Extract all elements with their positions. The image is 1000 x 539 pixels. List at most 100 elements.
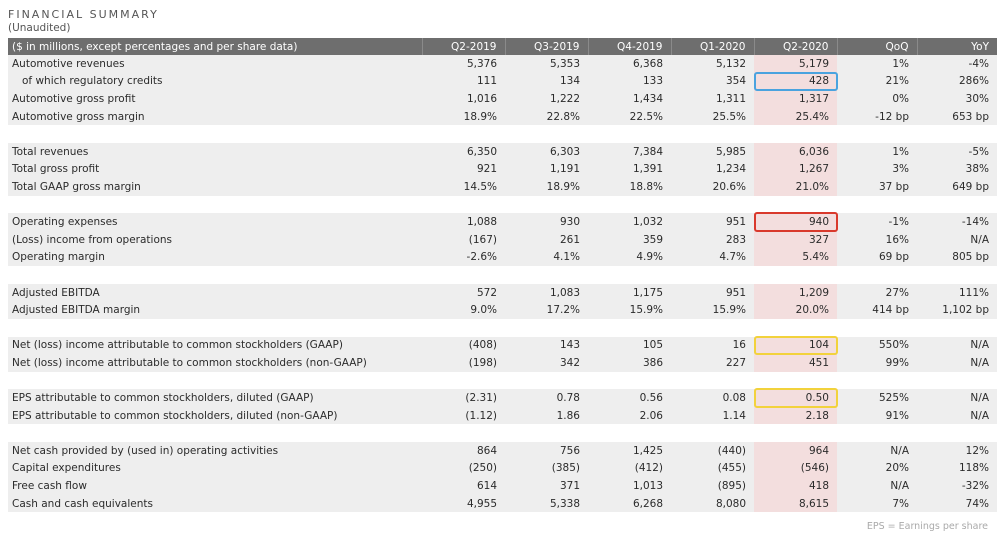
row-value: 1,088 <box>422 213 505 231</box>
row-value: 15.9% <box>671 301 754 319</box>
row-value: 3% <box>837 160 917 179</box>
row-value: 25.5% <box>671 107 754 126</box>
row-value: 283 <box>671 230 754 249</box>
row-value: 414 bp <box>837 301 917 319</box>
row-value: 5,376 <box>422 55 505 73</box>
row-value: 6,303 <box>505 142 588 161</box>
table-row: Adjusted EBITDA margin 9.0% 17.2% 15.9% 15.9… <box>8 301 997 319</box>
row-value: -32% <box>917 477 997 495</box>
row-label: EPS attributable to common stockholders,… <box>8 389 422 407</box>
row-value: (412) <box>588 459 671 478</box>
table-row: Net (loss) income attributable to common… <box>8 354 997 372</box>
table-row: Net cash provided by (used in) operating… <box>8 442 997 460</box>
row-value: 0.78 <box>505 389 588 407</box>
spacer-cell <box>8 371 997 390</box>
header-q2-2019: Q2-2019 <box>421 38 505 55</box>
row-value: 354 <box>671 72 754 91</box>
row-value: 143 <box>505 336 588 355</box>
row-value: 104 <box>754 335 838 355</box>
row-value: 951 <box>671 213 754 231</box>
row-value: 921 <box>422 160 505 179</box>
row-value: 418 <box>754 477 837 495</box>
row-value: 0.56 <box>588 389 671 407</box>
table-row: Cash and cash equivalents 4,955 5,338 6,268… <box>8 494 997 513</box>
row-value: 20% <box>837 459 917 478</box>
spacer-cell <box>8 195 997 214</box>
row-label: Total gross profit <box>8 160 422 179</box>
row-value: 1,425 <box>588 442 671 460</box>
header-q4-2019: Q4-2019 <box>587 38 671 55</box>
row-value: N/A <box>917 406 997 425</box>
table-row: Operating expenses 1,088 930 1,032 951 940 -1%… <box>8 212 997 232</box>
row-value: 12% <box>917 442 997 460</box>
row-value: 111 <box>422 72 505 91</box>
row-label: Free cash flow <box>8 477 422 495</box>
row-value: 21.0% <box>754 178 837 196</box>
row-value: (408) <box>422 336 505 355</box>
row-value: 805 bp <box>917 248 997 267</box>
row-value: (440) <box>671 442 754 460</box>
row-value: (250) <box>422 459 505 478</box>
row-value: 4.7% <box>671 248 754 267</box>
row-value: -1% <box>837 213 917 231</box>
row-value: (455) <box>671 459 754 478</box>
row-value: 0.08 <box>671 389 754 407</box>
row-value: 2.18 <box>754 406 837 425</box>
row-label: Capital expenditures <box>8 459 422 478</box>
spacer-cell <box>8 266 997 284</box>
row-value: 1,434 <box>588 90 671 108</box>
row-value: 1,191 <box>505 160 588 179</box>
row-value: 30% <box>917 90 997 108</box>
row-value: N/A <box>917 389 997 407</box>
row-value: 286% <box>917 72 997 91</box>
row-value: 7,384 <box>588 142 671 161</box>
row-value: 14.5% <box>422 178 505 196</box>
row-value: (198) <box>422 354 505 372</box>
row-value: 69 bp <box>837 248 917 267</box>
row-label: Adjusted EBITDA <box>8 283 422 302</box>
row-value: 111% <box>917 283 997 302</box>
header-yoy: YoY <box>916 38 997 55</box>
spacer-cell <box>8 125 997 143</box>
row-value: N/A <box>837 442 917 460</box>
row-value: 1,013 <box>588 477 671 495</box>
row-value: 371 <box>505 477 588 495</box>
row-label: Net (loss) income attributable to common… <box>8 354 422 372</box>
row-value: 37 bp <box>837 178 917 196</box>
row-label: Operating expenses <box>8 213 422 231</box>
row-value: (385) <box>505 459 588 478</box>
row-value: 327 <box>754 230 837 249</box>
row-value: 756 <box>505 442 588 460</box>
row-value: -5% <box>917 142 997 161</box>
header-q3-2019: Q3-2019 <box>504 38 588 55</box>
row-value: 451 <box>754 354 837 372</box>
row-label: EPS attributable to common stockholders,… <box>8 406 422 425</box>
row-value: 21% <box>837 72 917 91</box>
row-value: 1,016 <box>422 90 505 108</box>
row-value: 1,234 <box>671 160 754 179</box>
row-value: 2.06 <box>588 406 671 425</box>
row-value: (895) <box>671 477 754 495</box>
row-value: 649 bp <box>917 178 997 196</box>
spacer-row <box>8 424 997 443</box>
row-value: 8,615 <box>754 494 837 513</box>
header-qoq: QoQ <box>836 38 917 55</box>
row-value: 5.4% <box>754 248 837 267</box>
row-value: -4% <box>917 55 997 73</box>
row-value: 105 <box>588 336 671 355</box>
row-value: 5,985 <box>671 142 754 161</box>
row-label: Automotive gross margin <box>8 107 422 126</box>
row-value: 4.9% <box>588 248 671 267</box>
row-label: Adjusted EBITDA margin <box>8 301 422 319</box>
row-value: 6,036 <box>754 142 837 161</box>
row-value: -14% <box>917 213 997 231</box>
row-value: 864 <box>422 442 505 460</box>
row-value: 1,222 <box>505 90 588 108</box>
row-value: 22.5% <box>588 107 671 126</box>
report-title: FINANCIAL SUMMARY <box>8 8 159 21</box>
spacer-row <box>8 125 997 143</box>
row-value: 27% <box>837 283 917 302</box>
row-value: 99% <box>837 354 917 372</box>
row-value: 6,368 <box>588 55 671 73</box>
row-label: Total GAAP gross margin <box>8 178 422 196</box>
